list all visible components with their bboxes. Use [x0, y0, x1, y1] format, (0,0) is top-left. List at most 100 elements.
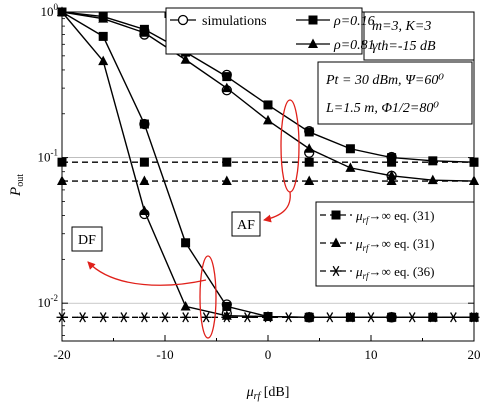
y-axis-label: Pout — [8, 174, 26, 197]
df-ellipse — [199, 255, 217, 339]
data-point — [77, 312, 89, 323]
data-point — [139, 157, 149, 167]
y-tick-label: 100 — [41, 2, 59, 19]
data-point — [98, 13, 109, 23]
params-box-2: Pt = 30 dBm, Ψ=60⁰ L=1.5 m, Φ1/2=80⁰ — [317, 61, 473, 125]
data-point — [345, 144, 355, 154]
af-annotation: AF — [231, 99, 300, 237]
df-label: DF — [78, 233, 96, 248]
data-point — [221, 175, 232, 186]
svg-text:simulations: simulations — [202, 14, 267, 29]
data-point — [386, 175, 397, 186]
legend-eq31-triangle: μrf→∞ eq. (31) — [320, 236, 435, 253]
svg-text:ρ=0.81: ρ=0.81 — [333, 38, 375, 53]
data-point — [365, 312, 377, 323]
data-point — [263, 100, 273, 110]
data-point — [98, 31, 108, 41]
legend-rho-016: ρ=0.16 — [296, 14, 375, 29]
data-point — [386, 170, 397, 180]
params-line-1: m=3, K=3 — [372, 19, 431, 34]
data-point — [241, 312, 253, 323]
data-point — [139, 118, 150, 130]
data-point — [139, 27, 150, 37]
data-point — [139, 205, 150, 215]
data-point — [221, 312, 233, 323]
data-point — [221, 82, 232, 93]
data-point — [304, 157, 314, 167]
data-point — [221, 85, 232, 96]
legend-rho-081: ρ=0.81 — [296, 38, 375, 53]
data-point — [221, 69, 232, 81]
grid-layer — [62, 157, 474, 304]
svg-text:μrf→∞ eq. (31): μrf→∞ eq. (31) — [355, 208, 435, 225]
data-point — [159, 312, 171, 323]
data-point — [139, 208, 150, 220]
legend-eq36-asterisk: μrf→∞ eq. (36) — [320, 264, 435, 281]
data-point — [180, 54, 191, 64]
data-point — [57, 6, 67, 16]
tick-layer: -20 -10 0 10 20 100 10-1 10-2 — [38, 2, 481, 362]
data-point — [97, 312, 109, 323]
svg-text:μrf→∞ eq. (31): μrf→∞ eq. (31) — [355, 236, 435, 253]
data-point — [180, 312, 192, 323]
data-point — [283, 312, 295, 323]
x-tick-label: 20 — [468, 347, 481, 362]
data-point — [222, 72, 232, 82]
legend-eq31-square: μrf→∞ eq. (31) — [320, 208, 435, 225]
data-point — [427, 312, 439, 323]
data-point — [138, 312, 150, 323]
data-point — [447, 312, 459, 323]
data-point — [324, 312, 336, 323]
data-point — [304, 175, 315, 186]
top-legend: simulations ρ=0.16 ρ=0.81 — [165, 7, 375, 55]
data-point — [345, 162, 356, 172]
data-point — [386, 312, 398, 323]
data-point — [139, 29, 150, 40]
marker-layer — [56, 6, 480, 323]
data-point — [263, 311, 273, 321]
y-tick-label: 10-1 — [38, 148, 59, 165]
y-tick-label: 10-2 — [38, 293, 59, 310]
data-point — [222, 301, 232, 311]
af-ellipse — [280, 99, 300, 193]
params-line-4: L=1.5 m, Φ1/2=80⁰ — [325, 101, 439, 116]
x-tick-label: 0 — [265, 347, 272, 362]
data-point — [98, 55, 109, 66]
data-point — [427, 174, 438, 185]
data-point — [139, 175, 150, 186]
af-arrow — [263, 191, 291, 223]
bottom-legend: μrf→∞ eq. (31) μrf→∞ eq. (31) μrf→∞ eq. … — [315, 201, 475, 287]
data-point — [181, 238, 191, 248]
data-point — [222, 157, 232, 167]
plot-frame — [61, 11, 475, 342]
legend-simulations: simulations — [170, 14, 267, 29]
x-axis-label: μrf [dB] — [246, 385, 290, 402]
params-line-2: γth=-15 dB — [372, 39, 436, 54]
svg-text:ρ=0.16: ρ=0.16 — [333, 14, 375, 29]
df-annotation: DF — [71, 226, 217, 339]
x-tick-label: -20 — [53, 347, 70, 362]
params-box-1: m=3, K=3 γth=-15 dB — [363, 11, 475, 61]
data-point — [387, 153, 397, 163]
af-label: AF — [237, 218, 255, 233]
data-point — [428, 156, 438, 166]
data-point — [139, 119, 149, 129]
data-point — [200, 312, 212, 323]
data-point — [406, 312, 418, 323]
df-arrow — [87, 261, 207, 286]
data-point — [180, 300, 191, 311]
x-tick-label: 10 — [365, 347, 378, 362]
data-point — [263, 114, 273, 125]
data-point — [387, 157, 397, 167]
data-point — [344, 312, 356, 323]
data-point — [304, 127, 314, 137]
data-point — [262, 312, 274, 323]
x-tick-label: -10 — [156, 347, 173, 362]
data-point — [304, 125, 315, 137]
svg-text:μrf→∞ eq. (36): μrf→∞ eq. (36) — [355, 264, 435, 281]
data-point — [303, 312, 315, 323]
params-line-3: Pt = 30 dBm, Ψ=60⁰ — [325, 73, 444, 88]
data-point — [304, 147, 315, 158]
data-point — [118, 312, 130, 323]
